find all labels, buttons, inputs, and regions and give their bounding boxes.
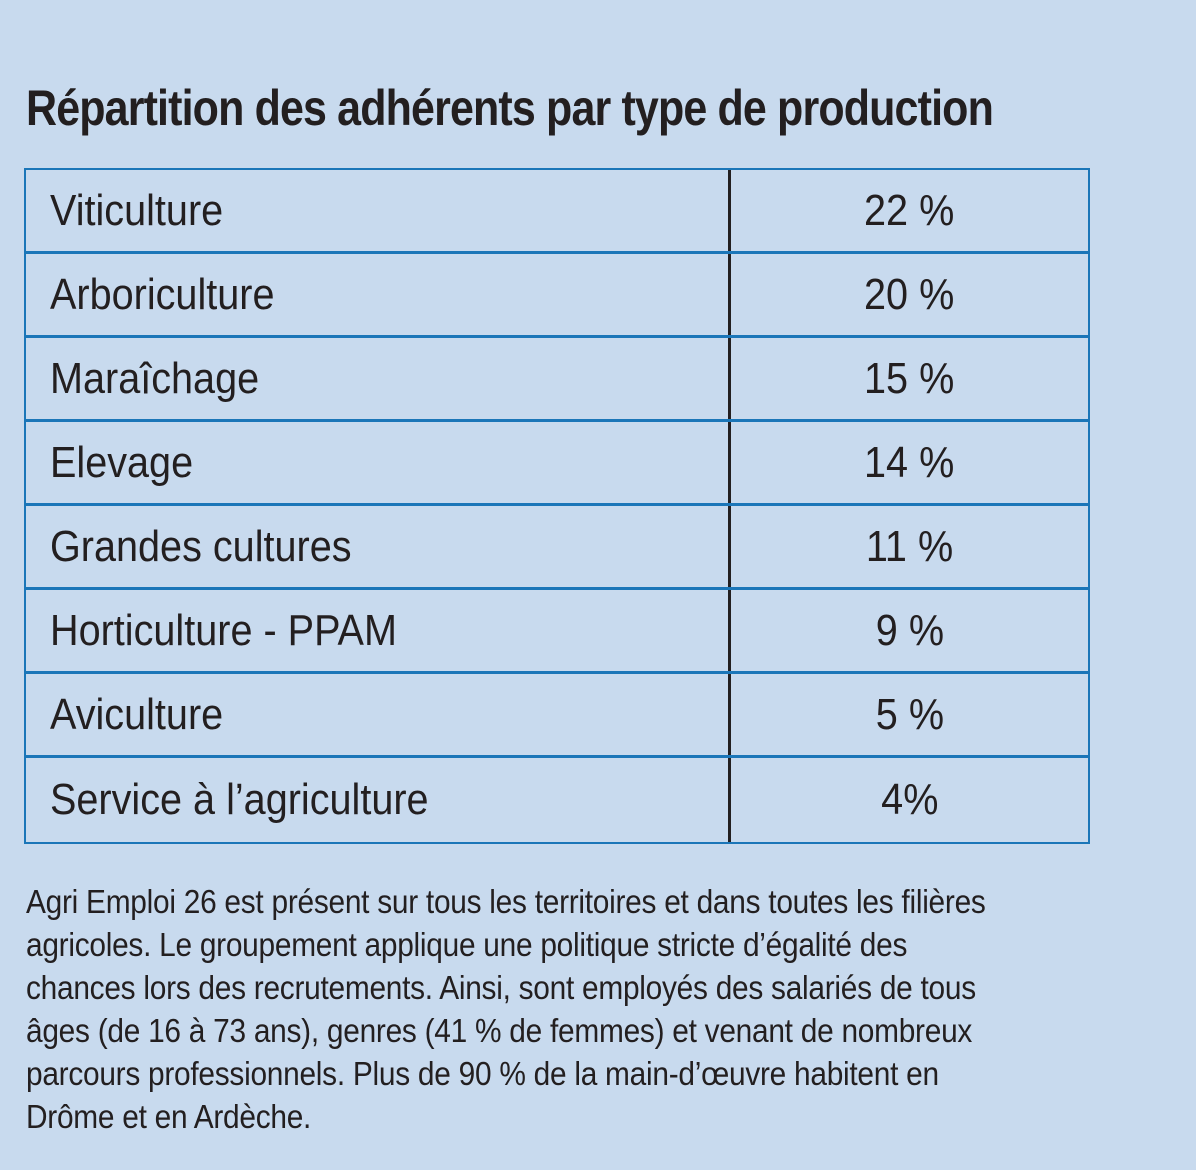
table-row: Grandes cultures 11 %: [26, 506, 1088, 590]
row-value: 14 %: [864, 437, 955, 487]
row-label: Elevage: [50, 437, 194, 487]
row-label: Arboriculture: [50, 269, 275, 319]
table-row: Service à l’agriculture 4%: [26, 758, 1088, 842]
row-value: 5 %: [875, 689, 944, 739]
paragraph-line: chances lors des recrutements. Ainsi, so…: [26, 969, 976, 1006]
table-row: Aviculture 5 %: [26, 674, 1088, 758]
production-table: Viticulture 22 % Arboriculture 20 % Mara…: [24, 168, 1090, 844]
row-label: Grandes cultures: [50, 521, 352, 571]
paragraph-line: agricoles. Le groupement applique une po…: [26, 926, 908, 963]
table-row: Viticulture 22 %: [26, 170, 1088, 254]
table-row: Maraîchage 15 %: [26, 338, 1088, 422]
row-value: 9 %: [875, 605, 944, 655]
row-value: 15 %: [864, 353, 955, 403]
row-label: Horticulture - PPAM: [50, 605, 397, 655]
paragraph-line: Drôme et en Ardèche.: [26, 1098, 312, 1135]
paragraph-line: parcours professionnels. Plus de 90 % de…: [26, 1055, 939, 1092]
row-value: 4%: [880, 775, 939, 824]
row-value: 22 %: [864, 185, 955, 235]
table-row: Elevage 14 %: [26, 422, 1088, 506]
table-row: Horticulture - PPAM 9 %: [26, 590, 1088, 674]
page-title: Répartition des adhérents par type de pr…: [26, 80, 994, 136]
row-value: 20 %: [864, 269, 955, 319]
row-label: Viticulture: [50, 185, 224, 235]
paragraph-line: âges (de 16 à 73 ans), genres (41 % de f…: [26, 1012, 973, 1049]
table-row: Arboriculture 20 %: [26, 254, 1088, 338]
row-label: Service à l’agriculture: [50, 775, 429, 824]
row-value: 11 %: [865, 521, 954, 571]
paragraph-line: Agri Emploi 26 est présent sur tous les …: [26, 883, 986, 920]
description-paragraph: Agri Emploi 26 est présent sur tous les …: [26, 880, 1186, 1138]
row-label: Maraîchage: [50, 353, 260, 403]
row-label: Aviculture: [50, 689, 224, 739]
